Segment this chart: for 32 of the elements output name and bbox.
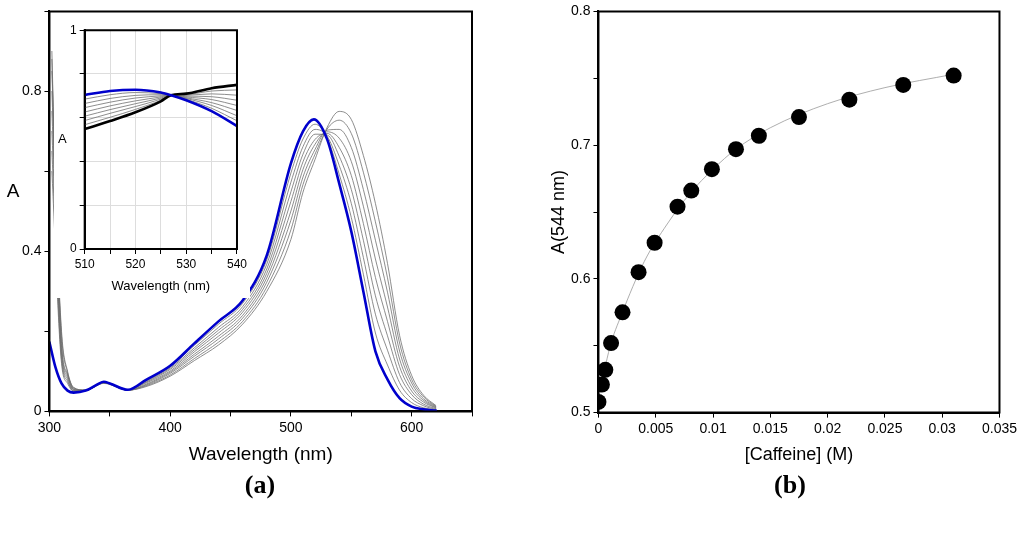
x-axis-title: Wavelength (nm) <box>188 442 333 464</box>
x-tick-label: 0.02 <box>813 419 842 436</box>
text: (a) <box>243 470 277 500</box>
x-tick-label: 0.025 <box>867 419 903 436</box>
y-axis-title: A(544 nm) <box>547 169 568 255</box>
x-tick-label: 0.03 <box>928 419 957 436</box>
x-tick-label: 510 <box>74 256 96 271</box>
x-tick-label: 0.015 <box>752 419 789 436</box>
x-tick-label: 530 <box>176 256 197 271</box>
x-tick-label: 300 <box>37 418 62 435</box>
x-tick-label: 0.005 <box>638 419 674 436</box>
x-tick-label: 520 <box>125 256 146 271</box>
x-tick-label: 400 <box>158 418 183 435</box>
y-axis-title: A <box>6 179 20 201</box>
y-tick-label: 0.8 <box>21 82 42 99</box>
text: (b) <box>773 470 807 500</box>
y-tick-label: 0.8 <box>570 2 591 19</box>
y-tick-label: 0.4 <box>21 242 42 259</box>
y-tick-label: 0 <box>33 402 42 419</box>
y-axis-title: A <box>58 131 68 147</box>
x-tick-label: 500 <box>279 418 303 435</box>
y-tick-label: 0.5 <box>570 403 591 420</box>
y-tick-label: 0.6 <box>570 269 591 286</box>
x-tick-label: 0.01 <box>699 419 727 436</box>
x-tick-label: 0 <box>594 419 603 436</box>
x-tick-label: 0.035 <box>981 419 1018 436</box>
x-tick-label: 540 <box>226 256 248 271</box>
y-tick-label: 1 <box>69 22 77 37</box>
x-axis-title: Wavelength (nm) <box>111 277 211 293</box>
y-tick-label: 0.7 <box>570 135 591 152</box>
x-axis-title: [Caffeine] (M) <box>744 444 854 465</box>
x-tick-label: 600 <box>399 418 424 435</box>
